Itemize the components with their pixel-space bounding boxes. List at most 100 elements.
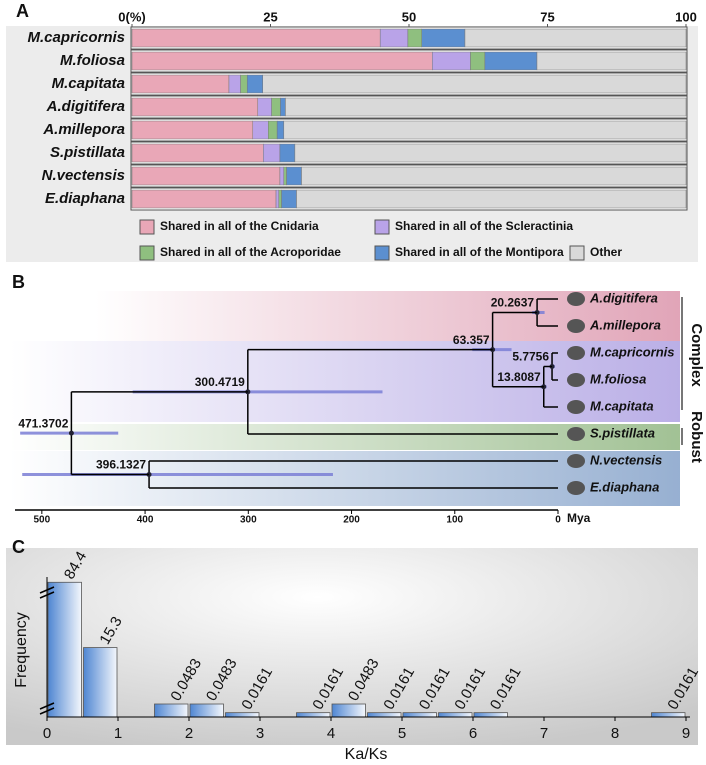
legend-label: Shared in all of the Cnidaria: [160, 219, 319, 233]
bar-segment: [536, 51, 687, 71]
bar-segment: [294, 143, 687, 163]
node: [68, 430, 74, 436]
axis-break: [39, 586, 55, 594]
node-age-label: 396.1327: [96, 458, 146, 472]
legend-swatch: [374, 219, 390, 235]
bar-segment: [131, 97, 259, 117]
x-tick-label: 200: [343, 515, 360, 526]
bar: [438, 712, 473, 718]
bar-segment: [276, 120, 285, 140]
bar-segment: [275, 189, 280, 209]
bar-segment: [246, 74, 263, 94]
bar-segment: [379, 28, 409, 48]
bar-segment: [432, 51, 471, 71]
bar: [189, 703, 224, 718]
x-tick-label: 300: [240, 515, 257, 526]
node-age-label: 5.7756: [512, 350, 549, 364]
bar: [225, 712, 260, 718]
category-label: E.diaphana: [45, 190, 125, 207]
bar: [47, 581, 82, 718]
tip-label: S.pistillata: [590, 425, 655, 440]
legend-label: Shared in all of the Scleractinia: [395, 219, 573, 233]
bar-segment: [279, 143, 296, 163]
x-tick-label: 100: [446, 515, 463, 526]
x-tick-label: 9: [682, 725, 690, 742]
x-tick-label: 500: [33, 515, 50, 526]
bar-segment: [240, 74, 248, 94]
panel-label: B: [12, 272, 25, 292]
x-tick-label: 400: [137, 515, 154, 526]
node-age-label: 63.357: [453, 333, 490, 347]
x-tick-label: 7: [540, 725, 548, 742]
x-tick-label: 50: [402, 9, 416, 24]
bar-segment: [281, 189, 297, 209]
node-age-label: 300.4719: [195, 375, 245, 389]
tip-label: A.digitifera: [589, 290, 658, 305]
bar-segment: [278, 189, 282, 209]
bar-segment: [296, 189, 687, 209]
legend-swatch: [374, 245, 390, 261]
bar-segment: [131, 51, 433, 71]
species-icon: [567, 373, 585, 387]
bar-segment: [301, 166, 687, 186]
bar-segment: [279, 166, 285, 186]
node-age-label: 13.8087: [497, 370, 541, 384]
x-tick-label: 2: [185, 725, 193, 742]
x-tick-label: 0: [555, 515, 561, 526]
clade-label: Complex: [688, 323, 705, 387]
bar-segment: [131, 120, 254, 140]
bar: [651, 712, 686, 718]
bar-segment: [263, 143, 281, 163]
axis-break: [39, 702, 55, 710]
x-tick-label: 75: [540, 9, 554, 24]
species-icon: [567, 346, 585, 360]
category-label: A.digitifera: [46, 98, 125, 115]
bar-segment: [131, 74, 230, 94]
category-label: M.capitata: [52, 75, 125, 92]
bar-segment: [131, 28, 381, 48]
bar-segment: [257, 97, 272, 117]
tip-label: A.millepora: [589, 317, 661, 332]
x-tick-label: 4: [327, 725, 335, 742]
bar-segment: [286, 166, 302, 186]
bar-segment: [271, 97, 281, 117]
legend-swatch: [139, 219, 155, 235]
panel-label: A: [16, 1, 29, 21]
bar-segment: [421, 28, 466, 48]
x-tick-label: 100: [675, 9, 697, 24]
bar-segment: [131, 189, 277, 209]
x-axis-label: Ka/Ks: [345, 746, 388, 763]
legend-swatch: [569, 245, 585, 261]
bar-segment: [280, 97, 286, 117]
y-axis-label: Frequency: [13, 612, 30, 688]
tip-label: M.capitata: [590, 398, 654, 413]
axis-break: [39, 707, 55, 715]
bar: [83, 647, 118, 718]
species-icon: [567, 427, 585, 441]
bar-segment: [131, 166, 281, 186]
bar: [296, 712, 331, 718]
bar-segment: [252, 120, 269, 140]
category-label: M.foliosa: [60, 52, 125, 69]
x-tick-label: 3: [256, 725, 264, 742]
bar-segment: [407, 28, 422, 48]
node-age-label: 471.3702: [18, 416, 68, 430]
bar-segment: [131, 143, 264, 163]
category-label: M.capricornis: [27, 29, 125, 46]
bar: [367, 712, 402, 718]
node-age-label: 20.2637: [491, 296, 535, 310]
bar-segment: [283, 166, 287, 186]
species-icon: [567, 292, 585, 306]
bar-segment: [262, 74, 687, 94]
axis-break: [39, 591, 55, 599]
category-label: N.vectensis: [42, 167, 125, 184]
species-icon: [567, 481, 585, 495]
legend-swatch: [139, 245, 155, 261]
bar-segment: [484, 51, 538, 71]
bar: [331, 703, 366, 718]
species-icon: [567, 319, 585, 333]
bar: [473, 712, 508, 718]
bar-segment: [464, 28, 687, 48]
bar-segment: [283, 120, 687, 140]
